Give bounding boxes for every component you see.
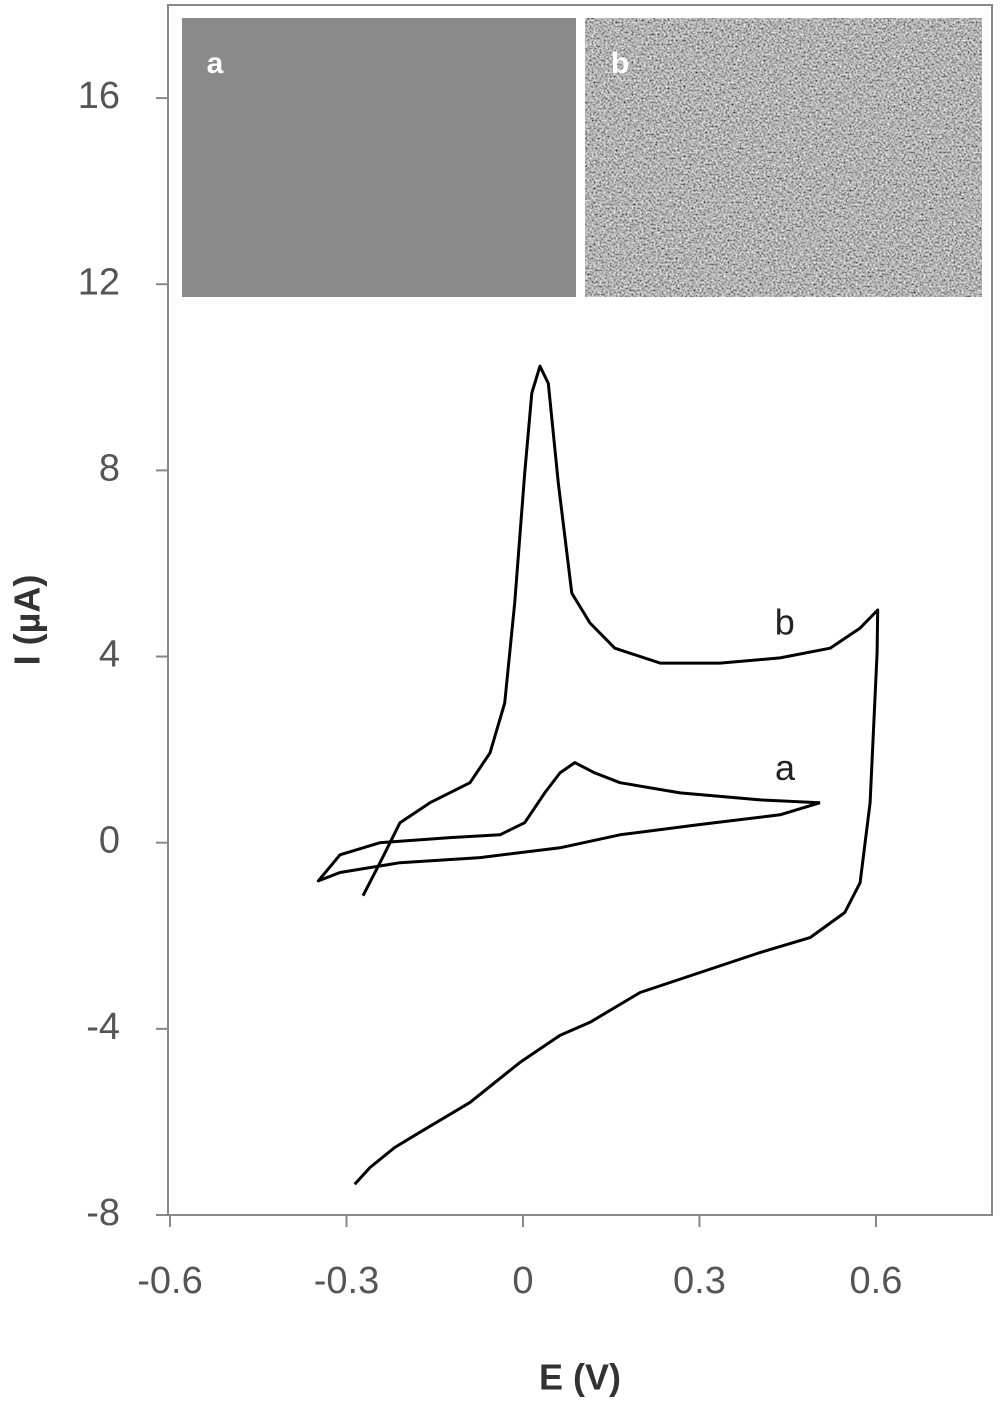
inset-label: b bbox=[611, 47, 629, 80]
y-tick-label: -4 bbox=[86, 1006, 120, 1048]
y-axis-label: I (µA) bbox=[7, 575, 48, 666]
cv-curve bbox=[316, 761, 821, 883]
x-tick-label: 0 bbox=[512, 1260, 533, 1302]
x-axis-label: E (V) bbox=[539, 1357, 621, 1398]
y-tick-label: 0 bbox=[99, 820, 120, 862]
cv-curve bbox=[353, 364, 880, 1186]
y-tick-label: 8 bbox=[99, 447, 120, 489]
y-tick-label: 16 bbox=[78, 75, 120, 117]
x-tick-label: 0.6 bbox=[850, 1260, 903, 1302]
plot-frame bbox=[167, 4, 993, 1216]
x-tick-label: -0.3 bbox=[314, 1260, 379, 1302]
inset-image-b bbox=[585, 18, 982, 297]
inset-label: a bbox=[207, 47, 224, 80]
curve-label: a bbox=[775, 747, 796, 788]
x-tick-label: 0.3 bbox=[673, 1260, 726, 1302]
y-tick-label: -8 bbox=[86, 1192, 120, 1234]
y-tick-label: 4 bbox=[99, 634, 120, 676]
y-tick-label: 12 bbox=[78, 261, 120, 303]
inset-image-a bbox=[182, 18, 576, 297]
x-tick-label: -0.6 bbox=[137, 1260, 202, 1302]
curve-label: b bbox=[775, 602, 795, 643]
